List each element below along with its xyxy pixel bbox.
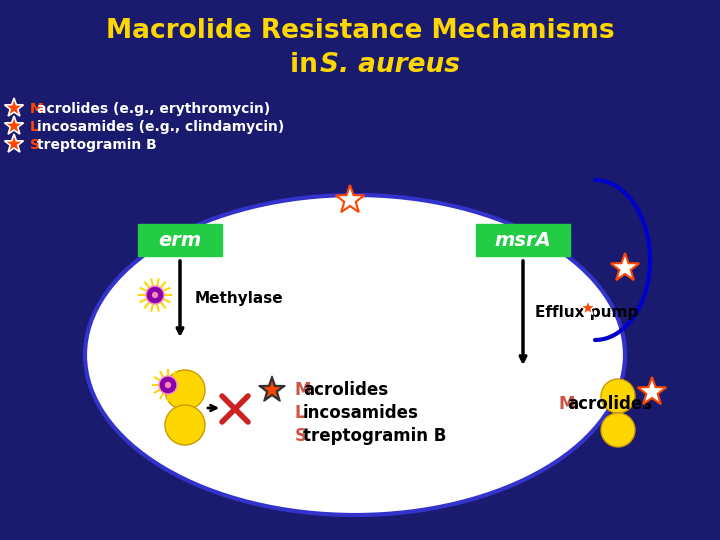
Text: acrolides: acrolides: [567, 395, 652, 413]
Text: M: M: [295, 381, 312, 399]
Circle shape: [146, 286, 164, 304]
Text: incosamides (e.g., clindamycin): incosamides (e.g., clindamycin): [37, 120, 284, 134]
Circle shape: [165, 370, 205, 410]
Text: S: S: [30, 138, 40, 152]
Text: treptogramin B: treptogramin B: [303, 427, 446, 445]
Polygon shape: [258, 376, 285, 401]
Text: M: M: [558, 395, 575, 413]
Circle shape: [601, 379, 635, 413]
Polygon shape: [4, 134, 24, 152]
Text: incosamides: incosamides: [303, 404, 419, 422]
FancyBboxPatch shape: [476, 224, 570, 256]
Text: Macrolide Resistance Mechanisms: Macrolide Resistance Mechanisms: [106, 18, 614, 44]
Text: acrolides (e.g., erythromycin): acrolides (e.g., erythromycin): [37, 102, 270, 116]
Circle shape: [165, 405, 205, 445]
Polygon shape: [4, 98, 24, 116]
Text: Efflux pump: Efflux pump: [535, 305, 638, 320]
Polygon shape: [580, 300, 595, 314]
Text: treptogramin B: treptogramin B: [37, 138, 157, 152]
Ellipse shape: [85, 195, 625, 515]
Polygon shape: [264, 382, 279, 396]
Polygon shape: [336, 185, 364, 212]
Circle shape: [165, 382, 171, 388]
FancyBboxPatch shape: [138, 224, 222, 256]
Text: S. aureus: S. aureus: [320, 52, 460, 78]
Text: Methylase: Methylase: [195, 291, 284, 306]
Polygon shape: [611, 253, 639, 280]
Text: acrolides: acrolides: [303, 381, 388, 399]
Circle shape: [152, 292, 158, 298]
Text: L: L: [30, 120, 39, 134]
Text: msrA: msrA: [495, 231, 552, 249]
Text: erm: erm: [158, 231, 202, 249]
Text: M: M: [30, 102, 44, 116]
Polygon shape: [638, 377, 666, 404]
Text: in: in: [290, 52, 327, 78]
Text: S: S: [295, 427, 307, 445]
Polygon shape: [4, 116, 24, 134]
Text: L: L: [295, 404, 305, 422]
Circle shape: [601, 413, 635, 447]
Circle shape: [159, 376, 177, 394]
